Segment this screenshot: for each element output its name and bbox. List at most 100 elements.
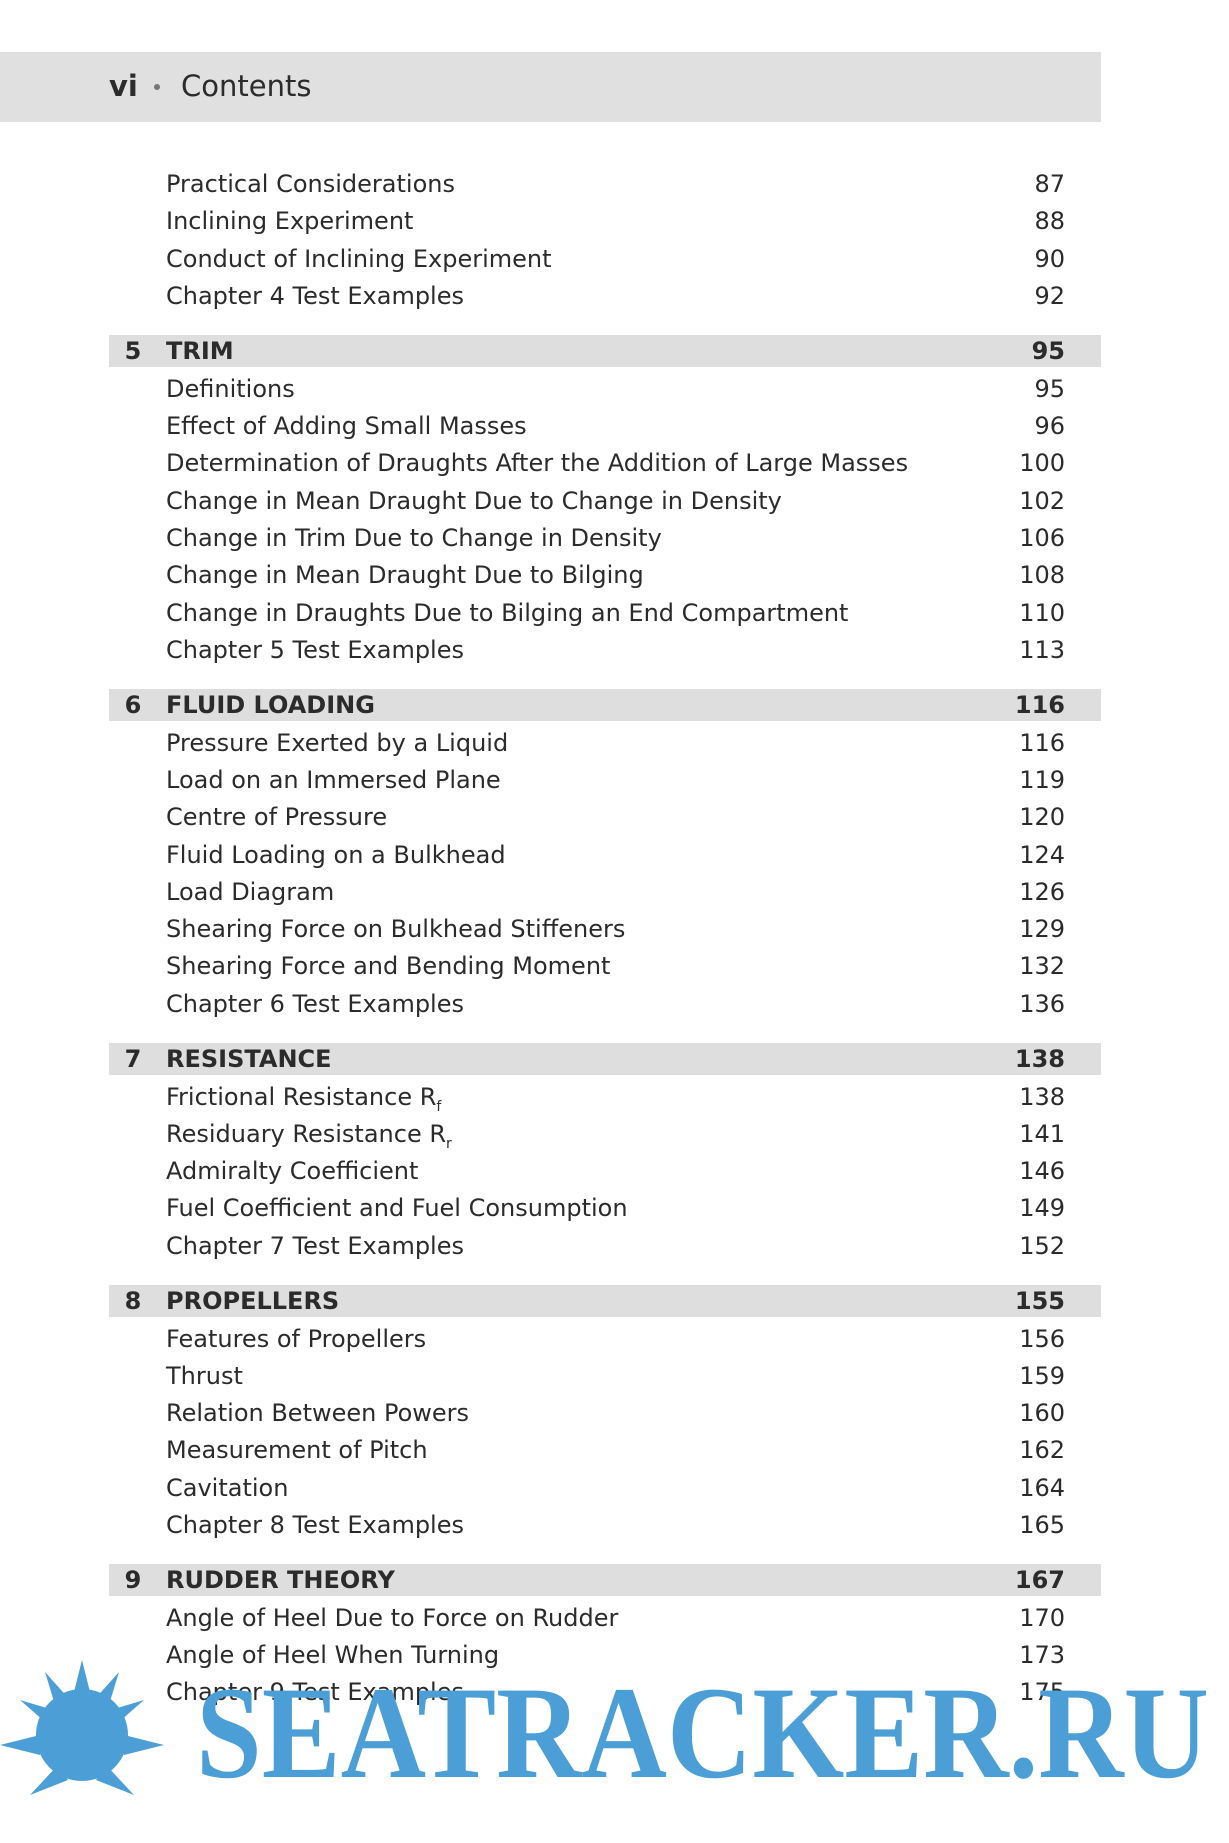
toc-entry: Change in Trim Due to Change in Density 1… bbox=[0, 520, 1229, 556]
toc-entry: Residuary Resistance Rr 141 bbox=[0, 1116, 1229, 1152]
entry-page: 159 bbox=[1019, 1361, 1065, 1390]
entry-page: 92 bbox=[1034, 281, 1065, 310]
chapter-band bbox=[109, 689, 1101, 722]
chapter-title: RESISTANCE bbox=[166, 1045, 332, 1073]
entry-page: 120 bbox=[1019, 803, 1065, 832]
entry-page: 173 bbox=[1019, 1641, 1065, 1670]
toc-entry: Load Diagram 126 bbox=[0, 874, 1229, 910]
entry-title: Angle of Heel Due to Force on Rudder bbox=[166, 1603, 619, 1632]
entry-title: Chapter 6 Test Examples bbox=[166, 989, 464, 1018]
entry-title: Chapter 4 Test Examples bbox=[166, 281, 464, 310]
entry-page: 108 bbox=[1019, 561, 1065, 590]
toc-entry: Thrust 159 bbox=[0, 1358, 1229, 1394]
entry-title: Practical Considerations bbox=[166, 170, 455, 198]
entry-page: 170 bbox=[1019, 1603, 1065, 1632]
toc-entry: Chapter 6 Test Examples 136 bbox=[0, 986, 1229, 1022]
toc-entry: Features of Propellers 156 bbox=[0, 1321, 1229, 1357]
chapter-band bbox=[109, 1564, 1101, 1597]
chapter-number: 8 bbox=[124, 1287, 142, 1315]
entry-page: 160 bbox=[1019, 1399, 1065, 1428]
subscript: f bbox=[436, 1098, 442, 1115]
entry-title: Thrust bbox=[166, 1361, 243, 1390]
entry-page: 110 bbox=[1019, 598, 1065, 627]
chapter-title: RUDDER THEORY bbox=[166, 1566, 395, 1595]
subscript: r bbox=[446, 1135, 452, 1152]
entry-page: 164 bbox=[1019, 1473, 1065, 1502]
entry-title: Fuel Coefficient and Fuel Consumption bbox=[166, 1194, 628, 1223]
toc-entry: Load on an Immersed Plane 119 bbox=[0, 762, 1229, 798]
entry-title: Shearing Force and Bending Moment bbox=[166, 952, 611, 981]
chapter-row: 9 RUDDER THEORY 167 bbox=[0, 1562, 1229, 1598]
toc-entry: Change in Draughts Due to Bilging an End… bbox=[0, 595, 1229, 631]
entry-title: Determination of Draughts After the Addi… bbox=[166, 449, 909, 478]
toc-entry: Conduct of Inclining Experiment 90 bbox=[0, 241, 1229, 277]
entry-page: 100 bbox=[1019, 449, 1065, 478]
entry-title: Definitions bbox=[166, 374, 295, 403]
chapter-band bbox=[109, 1285, 1101, 1317]
entry-page: 146 bbox=[1019, 1157, 1065, 1186]
entry-page: 96 bbox=[1034, 412, 1065, 440]
toc-entry: Relation Between Powers 160 bbox=[0, 1395, 1229, 1431]
entry-title: Change in Mean Draught Due to Bilging bbox=[166, 561, 644, 590]
toc-entry: Centre of Pressure 120 bbox=[0, 799, 1229, 835]
toc-entry: Chapter 7 Test Examples 152 bbox=[0, 1228, 1229, 1264]
chapter-row: 5 TRIM 95 bbox=[0, 333, 1229, 369]
entry-page: 124 bbox=[1019, 840, 1065, 869]
toc-entry: Chapter 5 Test Examples 113 bbox=[0, 632, 1229, 668]
toc-entry: Change in Mean Draught Due to Change in … bbox=[0, 483, 1229, 519]
entry-page: 126 bbox=[1019, 877, 1065, 906]
toc-entry: Definitions 95 bbox=[0, 371, 1229, 407]
entry-page: 119 bbox=[1019, 765, 1065, 794]
entry-title: Load Diagram bbox=[166, 877, 335, 906]
entry-page: 156 bbox=[1019, 1324, 1065, 1353]
entry-title: Conduct of Inclining Experiment bbox=[166, 244, 552, 273]
chapter-number: 6 bbox=[124, 691, 142, 720]
entry-page: 95 bbox=[1034, 374, 1065, 403]
page-number: vi bbox=[109, 69, 138, 103]
chapter-page: 138 bbox=[1014, 1045, 1065, 1073]
entry-page: 149 bbox=[1019, 1194, 1065, 1223]
toc-entry: Admiralty Coefficient 146 bbox=[0, 1153, 1229, 1189]
toc-entry: Shearing Force and Bending Moment 132 bbox=[0, 948, 1229, 984]
chapter-band bbox=[109, 1043, 1101, 1075]
toc-entry: Practical Considerations 87 bbox=[0, 166, 1229, 202]
entry-title: Change in Draughts Due to Bilging an End… bbox=[166, 598, 849, 627]
entry-page: 116 bbox=[1019, 728, 1065, 757]
entry-page: 132 bbox=[1019, 952, 1065, 981]
toc-entry: Shearing Force on Bulkhead Stiffeners 129 bbox=[0, 911, 1229, 947]
chapter-page: 95 bbox=[1031, 337, 1065, 366]
entry-title: Load on an Immersed Plane bbox=[166, 765, 501, 794]
toc-entry: Angle of Heel Due to Force on Rudder 170 bbox=[0, 1600, 1229, 1636]
toc-entry: Fuel Coefficient and Fuel Consumption 149 bbox=[0, 1190, 1229, 1226]
entry-page: 129 bbox=[1019, 915, 1065, 944]
entry-title: Effect of Adding Small Masses bbox=[166, 412, 527, 440]
header-title: Contents bbox=[181, 69, 312, 103]
toc-entry: Cavitation 164 bbox=[0, 1470, 1229, 1506]
toc-entry: Measurement of Pitch 162 bbox=[0, 1432, 1229, 1468]
entry-page: 136 bbox=[1019, 989, 1065, 1018]
entry-title: Change in Trim Due to Change in Density bbox=[166, 523, 662, 552]
entry-page: 90 bbox=[1034, 244, 1065, 273]
entry-title: Cavitation bbox=[166, 1473, 289, 1502]
chapter-number: 7 bbox=[124, 1045, 142, 1073]
entry-page: 106 bbox=[1019, 523, 1065, 552]
toc-entry: Chapter 9 Test Examples 175 bbox=[0, 1674, 1229, 1710]
entry-page: 152 bbox=[1019, 1231, 1065, 1260]
chapter-page: 167 bbox=[1014, 1566, 1065, 1595]
entry-title: Shearing Force on Bulkhead Stiffeners bbox=[166, 915, 626, 944]
entry-title: Inclining Experiment bbox=[166, 207, 414, 236]
entry-page: 141 bbox=[1019, 1119, 1065, 1148]
entry-title: Pressure Exerted by a Liquid bbox=[166, 728, 509, 757]
entry-title: Angle of Heel When Turning bbox=[166, 1641, 500, 1670]
chapter-title: TRIM bbox=[166, 337, 234, 366]
entry-title: Chapter 7 Test Examples bbox=[166, 1231, 464, 1260]
toc-entry: Chapter 4 Test Examples 92 bbox=[0, 278, 1229, 314]
entry-title: Chapter 9 Test Examples bbox=[166, 1678, 464, 1707]
entry-title: Measurement of Pitch bbox=[166, 1436, 428, 1465]
chapter-page: 155 bbox=[1014, 1287, 1065, 1315]
entry-title: Features of Propellers bbox=[166, 1324, 427, 1353]
entry-page: 87 bbox=[1034, 170, 1065, 198]
entry-page: 138 bbox=[1019, 1082, 1065, 1111]
entry-title: Frictional Resistance Rf bbox=[166, 1082, 442, 1115]
chapter-page: 116 bbox=[1014, 691, 1065, 720]
